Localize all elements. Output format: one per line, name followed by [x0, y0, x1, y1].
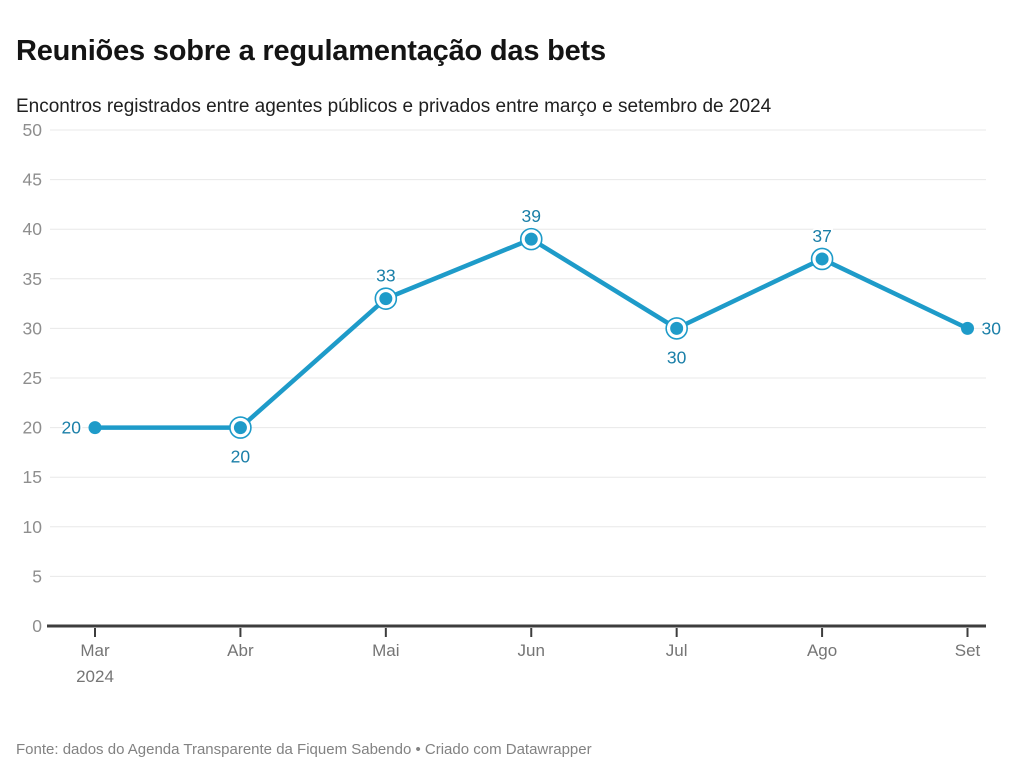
y-axis-tick-label: 0 [32, 616, 42, 636]
value-label: 20 [62, 418, 82, 438]
chart-title: Reuniões sobre a regulamentação das bets [16, 35, 606, 68]
y-axis-tick-label: 25 [23, 368, 42, 388]
value-label: 30 [982, 318, 1002, 338]
value-label: 33 [376, 266, 395, 286]
value-label: 37 [812, 226, 831, 246]
y-axis-tick-label: 5 [32, 566, 42, 586]
x-axis-tick-label: Mai [372, 641, 399, 660]
data-point-dot [233, 421, 247, 435]
x-axis-tick-label: Jul [666, 641, 688, 660]
value-label: 30 [667, 347, 687, 367]
y-axis-tick-label: 45 [23, 170, 42, 190]
y-axis-tick-label: 20 [23, 418, 43, 438]
y-axis-tick-label: 50 [23, 120, 43, 140]
data-point-dot [670, 321, 684, 335]
data-point-dot [379, 292, 393, 306]
x-axis-tick-label: Mar [80, 641, 110, 660]
source-attribution: Fonte: dados do Agenda Transparente da F… [16, 741, 592, 758]
data-point-dot [524, 232, 538, 246]
x-axis-tick-label: Jun [518, 641, 545, 660]
data-point-dot [961, 321, 974, 335]
chart-subtitle: Encontros registrados entre agentes públ… [16, 96, 772, 117]
x-axis-tick-label: Ago [807, 641, 837, 660]
x-axis-tick-label: Abr [227, 641, 254, 660]
y-axis-tick-label: 15 [23, 467, 42, 487]
value-label: 39 [522, 206, 541, 226]
data-point-dot [88, 421, 102, 435]
x-axis-year-label: 2024 [76, 667, 114, 686]
y-axis-tick-label: 35 [23, 269, 42, 289]
x-axis-tick-label: Set [955, 641, 981, 660]
y-axis-tick-label: 30 [23, 318, 43, 338]
line-chart-canvas: 0 5 10 15 20 25 30 35 40 45 50 20 20 33 39 30 37 30 Mar Abr… [23, 120, 1004, 686]
data-line [92, 236, 970, 430]
y-axis-tick-label: 10 [23, 517, 43, 537]
data-point-dot [815, 252, 829, 266]
value-label: 20 [231, 447, 251, 467]
y-axis-tick-label: 40 [23, 219, 43, 239]
